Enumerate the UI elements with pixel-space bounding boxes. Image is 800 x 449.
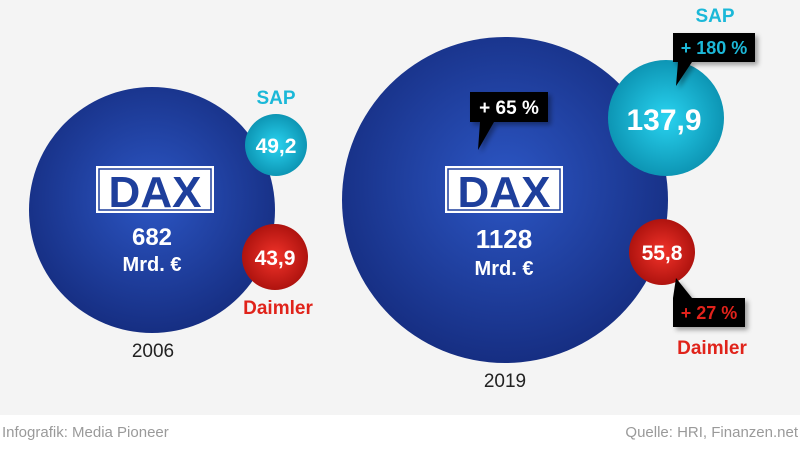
dax-unit-2006: Mrd. € [123,254,182,276]
svg-text:+ 27 %: + 27 % [681,303,738,323]
daimler-bubble-2019 [629,219,695,285]
panel-2019: DAX 1128 Mrd. € 2019 + 65 % SAP 137,9 + … [342,6,755,392]
sap-bubble-2019 [608,60,724,176]
footer: Infografik: Media Pioneer Quelle: HRI, F… [0,415,800,449]
svg-text:+ 180 %: + 180 % [681,38,748,58]
year-label-2006: 2006 [132,341,174,362]
svg-text:DAX: DAX [109,168,202,217]
sap-value-2006: 49,2 [256,135,297,158]
year-label-2019: 2019 [484,371,526,392]
dax-change-callout: + 65 % [470,92,548,150]
sap-label-2019: SAP [695,6,734,27]
credit-text: Infografik: Media Pioneer [2,424,169,441]
dax-logo: DAX [445,166,563,217]
daimler-change-callout: + 27 % [673,278,745,327]
sap-bubble-2006 [245,114,307,176]
dax-value-2006: 682 [132,224,172,251]
daimler-value-2006: 43,9 [255,247,296,270]
sap-change-callout: + 180 % [673,33,755,86]
daimler-label-2006: Daimler [243,298,313,319]
svg-text:DAX: DAX [458,168,551,217]
dax-unit-2019: Mrd. € [475,258,534,280]
daimler-bubble-2006 [242,224,308,290]
daimler-label-2019: Daimler [677,338,747,359]
sap-value-2019: 137,9 [626,104,701,137]
svg-text:+ 65 %: + 65 % [479,98,539,119]
sap-label-2006: SAP [256,88,295,109]
dax-value-2019: 1128 [476,224,532,254]
dax-logo: DAX [96,166,214,217]
daimler-value-2019: 55,8 [642,242,683,265]
panel-2006: DAX 682 Mrd. € 2006 SAP 49,2 43,9 Daimle… [29,87,313,362]
source-text: Quelle: HRI, Finanzen.net [625,424,798,441]
